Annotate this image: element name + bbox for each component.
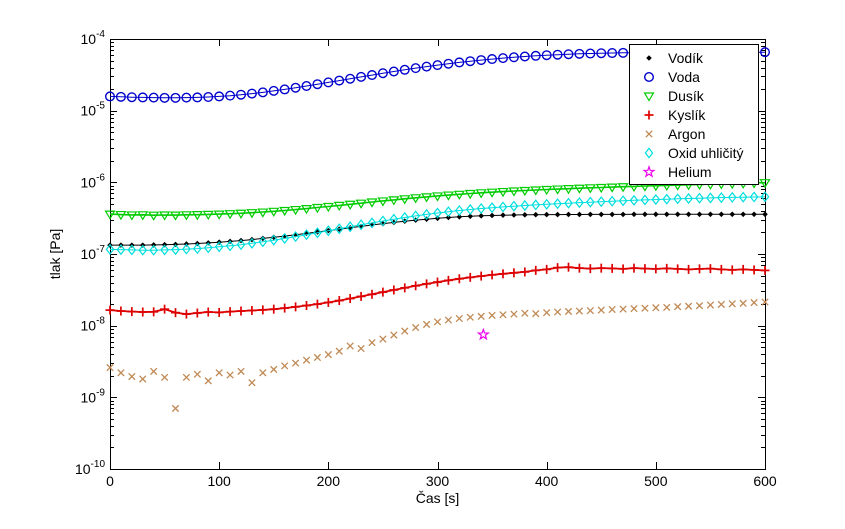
legend-item-helium: Helium xyxy=(630,162,758,181)
voda-marker-icon xyxy=(643,71,655,82)
oxid-uhlicity-marker-icon xyxy=(644,146,654,159)
x-tick-label: 300 xyxy=(426,473,450,489)
legend-label-oxid-uhlicity: Oxid uhličitý xyxy=(668,144,744,161)
argon-marker-icon xyxy=(645,129,653,138)
x-tick-label: 100 xyxy=(207,473,231,489)
x-tick-label: 0 xyxy=(106,473,114,489)
legend-label-vodik: Vodík xyxy=(668,49,704,66)
tick-labels: 0 100 200 300 400 500 600 10-10 10-9 10-8 10-7 10-6… xyxy=(75,29,777,489)
x-tick-label: 400 xyxy=(535,473,559,489)
legend-label-dusik: Dusík xyxy=(668,87,704,104)
legend-item-kyslik: Kyslík xyxy=(630,105,758,124)
x-tick-label: 200 xyxy=(317,473,341,489)
y-tick-label: 10-7 xyxy=(81,244,106,262)
x-tick-label: 600 xyxy=(753,473,777,489)
y-axis-label: tlak [Pa] xyxy=(47,228,63,280)
series-helium xyxy=(476,327,491,341)
kyslik-marker-icon xyxy=(644,110,654,119)
legend-item-dusik: Dusík xyxy=(630,86,758,105)
x-tick-label: 500 xyxy=(644,473,668,489)
legend-item-vodik: Vodík xyxy=(630,48,758,67)
legend-item-argon: Argon xyxy=(630,124,758,143)
y-tick-label: 10-9 xyxy=(81,387,106,405)
axes xyxy=(110,39,766,470)
series-argon xyxy=(106,298,769,413)
y-tick-label: 10-10 xyxy=(75,459,105,477)
legend-item-voda: Voda xyxy=(630,67,758,86)
y-tick-label: 10-8 xyxy=(81,316,106,334)
y-tick-label: 10-5 xyxy=(81,101,106,119)
legend-item-oxid-uhlicity: Oxid uhličitý xyxy=(630,143,758,162)
y-tick-label: 10-6 xyxy=(81,172,106,190)
legend-label-helium: Helium xyxy=(668,163,712,180)
legend-label-kyslik: Kyslík xyxy=(668,106,706,123)
legend: Vodík Voda Dusík Kyslík Argon Oxid uhličitý He… xyxy=(629,44,759,185)
helium-marker-icon xyxy=(642,164,656,178)
legend-label-voda: Voda xyxy=(668,68,700,85)
legend-label-argon: Argon xyxy=(668,125,706,142)
series-oxid-uhlicity xyxy=(105,191,770,256)
dusik-marker-icon xyxy=(643,91,655,102)
series-kyslik xyxy=(105,262,770,319)
y-tick-label: 10-4 xyxy=(81,29,106,47)
vodik-marker-icon xyxy=(646,54,652,61)
x-axis-label: Čas [s] xyxy=(415,490,460,506)
